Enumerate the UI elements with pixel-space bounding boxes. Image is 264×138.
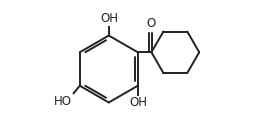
Text: OH: OH [101, 12, 119, 25]
Text: OH: OH [129, 96, 148, 109]
Text: O: O [146, 17, 155, 30]
Text: HO: HO [54, 95, 72, 108]
